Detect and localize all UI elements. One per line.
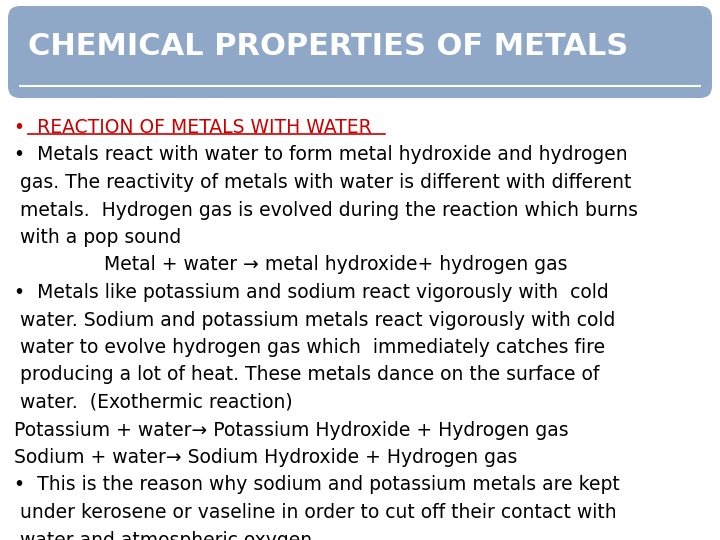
Text: with a pop sound: with a pop sound — [14, 228, 181, 247]
Text: •  This is the reason why sodium and potassium metals are kept: • This is the reason why sodium and pota… — [14, 476, 620, 495]
Text: water and atmospheric oxygen.: water and atmospheric oxygen. — [14, 530, 318, 540]
Text: •  Metals like potassium and sodium react vigorously with  cold: • Metals like potassium and sodium react… — [14, 283, 608, 302]
Text: CHEMICAL PROPERTIES OF METALS: CHEMICAL PROPERTIES OF METALS — [28, 32, 629, 61]
Text: producing a lot of heat. These metals dance on the surface of: producing a lot of heat. These metals da… — [14, 366, 599, 384]
Text: Metal + water → metal hydroxide+ hydrogen gas: Metal + water → metal hydroxide+ hydroge… — [14, 255, 567, 274]
Text: •  REACTION OF METALS WITH WATER: • REACTION OF METALS WITH WATER — [14, 118, 372, 137]
Text: Potassium + water→ Potassium Hydroxide + Hydrogen gas: Potassium + water→ Potassium Hydroxide +… — [14, 421, 569, 440]
Text: gas. The reactivity of metals with water is different with different: gas. The reactivity of metals with water… — [14, 173, 631, 192]
Text: under kerosene or vaseline in order to cut off their contact with: under kerosene or vaseline in order to c… — [14, 503, 616, 522]
Text: water. Sodium and potassium metals react vigorously with cold: water. Sodium and potassium metals react… — [14, 310, 616, 329]
Text: •  Metals react with water to form metal hydroxide and hydrogen: • Metals react with water to form metal … — [14, 145, 628, 165]
Text: water.  (Exothermic reaction): water. (Exothermic reaction) — [14, 393, 292, 412]
FancyBboxPatch shape — [8, 6, 712, 98]
Text: water to evolve hydrogen gas which  immediately catches fire: water to evolve hydrogen gas which immed… — [14, 338, 605, 357]
Text: Sodium + water→ Sodium Hydroxide + Hydrogen gas: Sodium + water→ Sodium Hydroxide + Hydro… — [14, 448, 518, 467]
Text: metals.  Hydrogen gas is evolved during the reaction which burns: metals. Hydrogen gas is evolved during t… — [14, 200, 638, 219]
